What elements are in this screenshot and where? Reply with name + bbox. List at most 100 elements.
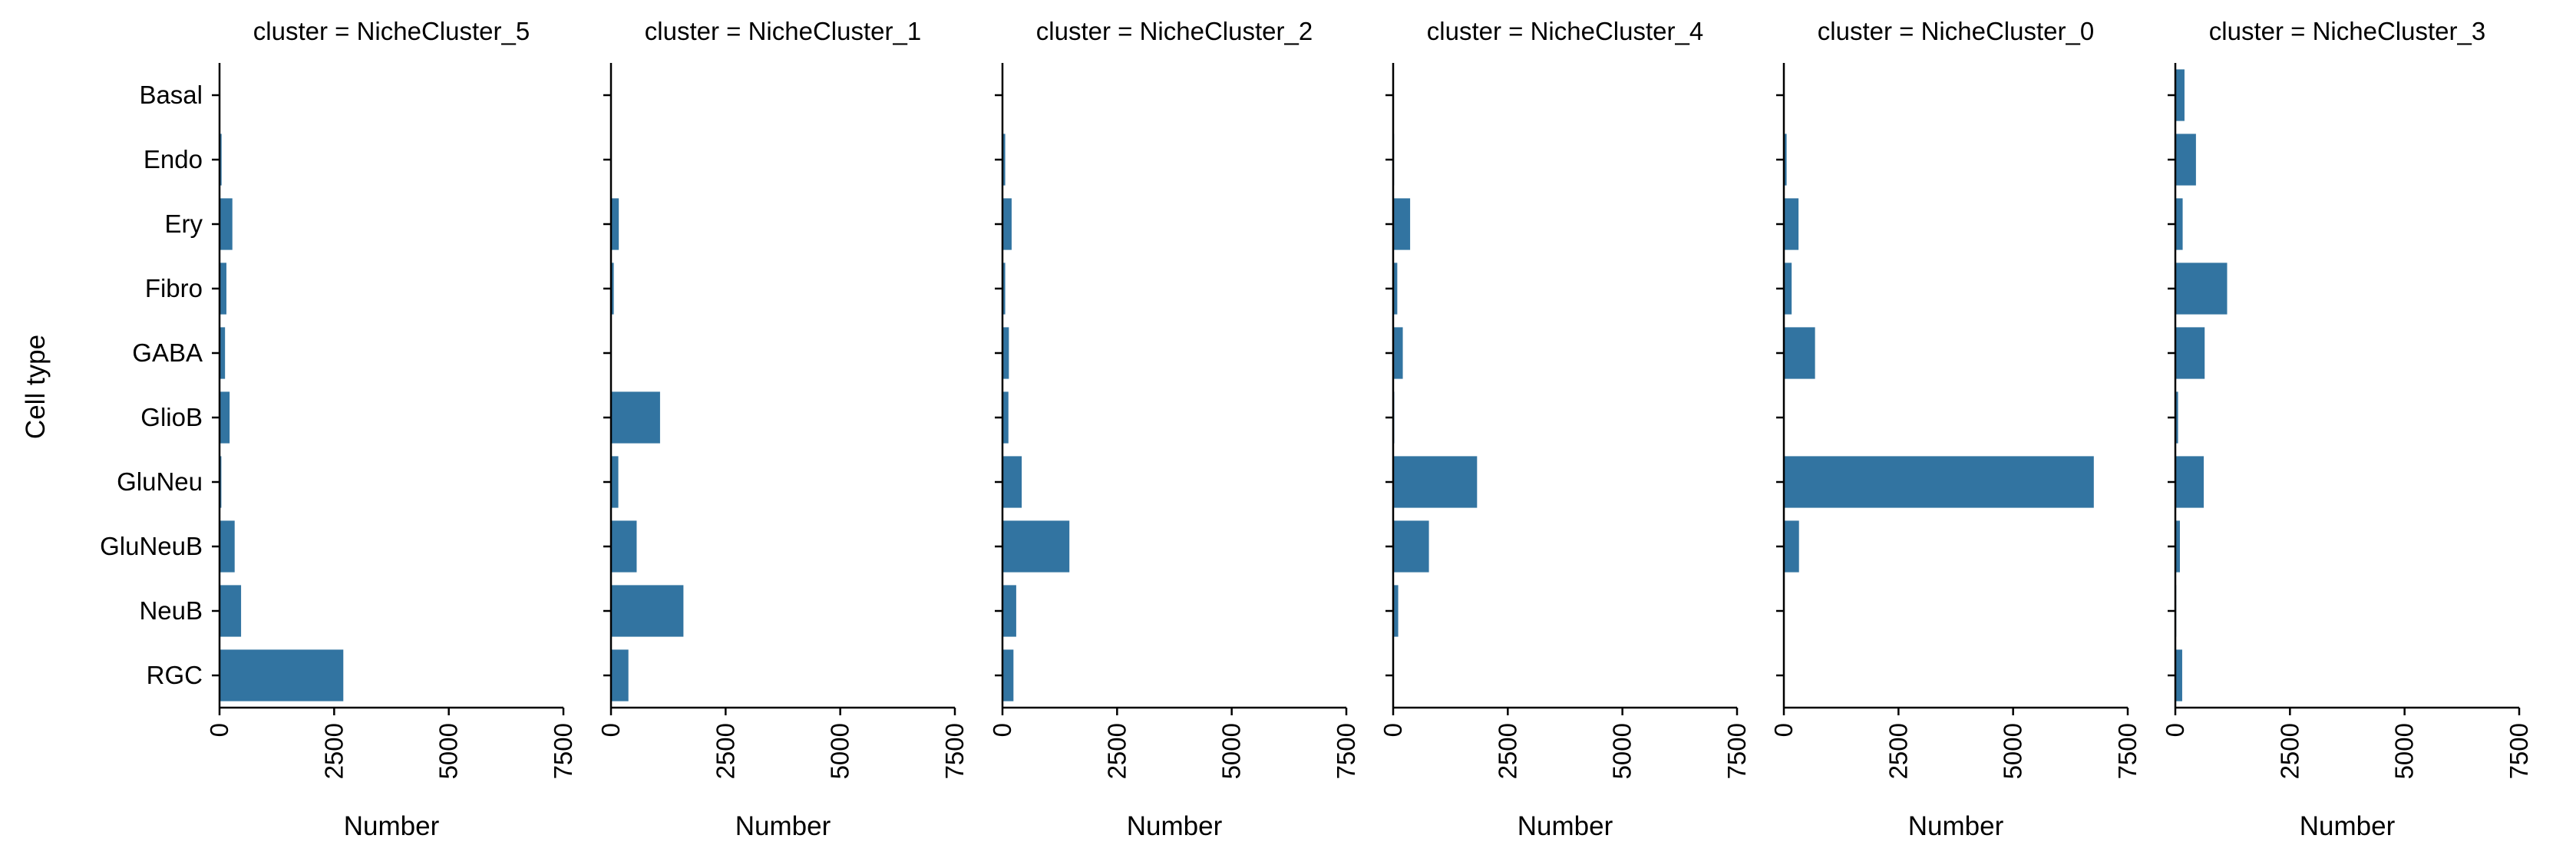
bar-ery <box>611 198 619 250</box>
x-axis-label: Number <box>344 811 440 841</box>
bar-gluneub <box>220 520 235 573</box>
bar-gluneub <box>1393 520 1429 573</box>
y-tick-label: Endo <box>144 145 203 173</box>
y-tick-label: NeuB <box>139 596 203 625</box>
facet-panels: cluster = NicheCluster_5 Basal Endo Ery Fibr… <box>100 17 2533 841</box>
x-tick-label: 5000 <box>1999 723 2027 779</box>
bar-ery <box>1393 198 1411 250</box>
bar-rgc <box>2175 649 2182 701</box>
bar-neub <box>611 585 684 637</box>
bar-gaba <box>1002 327 1009 379</box>
bar-neub <box>220 585 242 637</box>
bar-gluneu <box>1784 456 2094 508</box>
x-axis-label: Number <box>1127 811 1223 841</box>
x-tick-label: 7500 <box>1332 723 1360 779</box>
bar-gluneub <box>1002 520 1070 573</box>
x-axis-label: Number <box>2300 811 2396 841</box>
x-axis-label: Number <box>1908 811 2004 841</box>
facet-panel-4: cluster = NicheCluster_0 0 2500 5000 7500 Num… <box>1769 17 2142 841</box>
y-tick-label: GlioB <box>140 403 203 431</box>
bar-ery <box>2175 198 2183 250</box>
x-tick-label: 2500 <box>1884 723 1912 779</box>
bar-fibro <box>220 262 226 315</box>
facet-panel-2: cluster = NicheCluster_2 0 2500 5000 7500 Num… <box>988 17 1360 841</box>
bar-gluneub <box>1784 520 1799 573</box>
bar-gluneu <box>1393 456 1478 508</box>
x-tick-label: 7500 <box>549 723 577 779</box>
x-tick-label: 2500 <box>1493 723 1521 779</box>
x-tick-label: 7500 <box>940 723 969 779</box>
y-tick-label: Ery <box>165 210 203 238</box>
x-tick-label: 5000 <box>1608 723 1636 779</box>
bar-gaba <box>2175 327 2205 379</box>
bar-gaba <box>220 327 226 379</box>
facet-panel-0: cluster = NicheCluster_5 Basal Endo Ery Fibr… <box>100 17 577 841</box>
bar-endo <box>2175 134 2196 186</box>
x-tick-label: 5000 <box>434 723 463 779</box>
x-tick-label: 0 <box>596 723 625 737</box>
x-tick-label: 7500 <box>1722 723 1751 779</box>
x-tick-label: 7500 <box>2505 723 2533 779</box>
bar-fibro <box>1784 262 1792 315</box>
bar-fibro <box>1002 262 1006 315</box>
x-tick-label: 2500 <box>1102 723 1131 779</box>
facet-panel-3: cluster = NicheCluster_4 0 2500 5000 7500 Num… <box>1379 17 1751 841</box>
bar-fibro <box>1393 262 1398 315</box>
bar-gaba <box>1784 327 1815 379</box>
bar-gluneub <box>2175 520 2180 573</box>
y-axis-label: Cell type <box>21 335 51 439</box>
x-tick-label: 0 <box>205 723 233 737</box>
bar-ery <box>220 198 233 250</box>
x-axis-label: Number <box>735 811 831 841</box>
x-tick-label: 0 <box>2161 723 2189 737</box>
bar-endo <box>220 134 222 186</box>
facet-title: cluster = NicheCluster_2 <box>1036 17 1313 45</box>
bar-gliob <box>220 391 230 444</box>
facet-title: cluster = NicheCluster_4 <box>1427 17 1703 45</box>
bar-gliob <box>611 391 660 444</box>
y-tick-label: GluNeu <box>117 467 203 496</box>
bar-rgc <box>611 649 629 701</box>
facet-title: cluster = NicheCluster_5 <box>253 17 530 45</box>
x-tick-label: 2500 <box>319 723 348 779</box>
facet-panel-1: cluster = NicheCluster_1 0 2500 5000 7500 Num… <box>596 17 969 841</box>
bar-gliob <box>1002 391 1009 444</box>
bar-basal <box>2175 69 2185 121</box>
x-tick-label: 7500 <box>2113 723 2142 779</box>
x-axis-label: Number <box>1518 811 1613 841</box>
bar-gluneub <box>611 520 637 573</box>
y-tick-label: GluNeuB <box>100 532 203 560</box>
x-tick-label: 2500 <box>2275 723 2304 779</box>
bar-ery <box>1002 198 1012 250</box>
bar-gluneu <box>2175 456 2204 508</box>
x-tick-label: 5000 <box>826 723 854 779</box>
x-tick-label: 5000 <box>2390 723 2419 779</box>
y-tick-label: Fibro <box>145 274 203 302</box>
bar-gaba <box>1393 327 1403 379</box>
bar-endo <box>1002 134 1006 186</box>
bar-endo <box>1784 134 1787 186</box>
y-tick-label: Basal <box>139 81 203 109</box>
y-tick-label: GABA <box>132 338 203 367</box>
bar-neub <box>1002 585 1016 637</box>
x-tick-label: 0 <box>1379 723 1407 737</box>
x-tick-label: 0 <box>988 723 1016 737</box>
facet-panel-5: cluster = NicheCluster_3 0 2500 5000 7500 Num… <box>2161 17 2533 841</box>
bar-gluneu <box>1002 456 1022 508</box>
bar-ery <box>1784 198 1799 250</box>
bar-rgc <box>220 649 344 701</box>
bar-gliob <box>2175 391 2178 444</box>
x-tick-label: 2500 <box>711 723 739 779</box>
bar-fibro <box>2175 262 2228 315</box>
x-tick-label: 5000 <box>1217 723 1246 779</box>
y-tick-label: RGC <box>147 661 203 689</box>
facet-title: cluster = NicheCluster_3 <box>2209 17 2485 45</box>
bar-rgc <box>1002 649 1014 701</box>
facet-title: cluster = NicheCluster_0 <box>1818 17 2094 45</box>
bar-fibro <box>611 262 614 315</box>
facet-title: cluster = NicheCluster_1 <box>645 17 921 45</box>
bar-neub <box>1393 585 1399 637</box>
bar-gluneu <box>611 456 619 508</box>
x-tick-label: 0 <box>1769 723 1798 737</box>
